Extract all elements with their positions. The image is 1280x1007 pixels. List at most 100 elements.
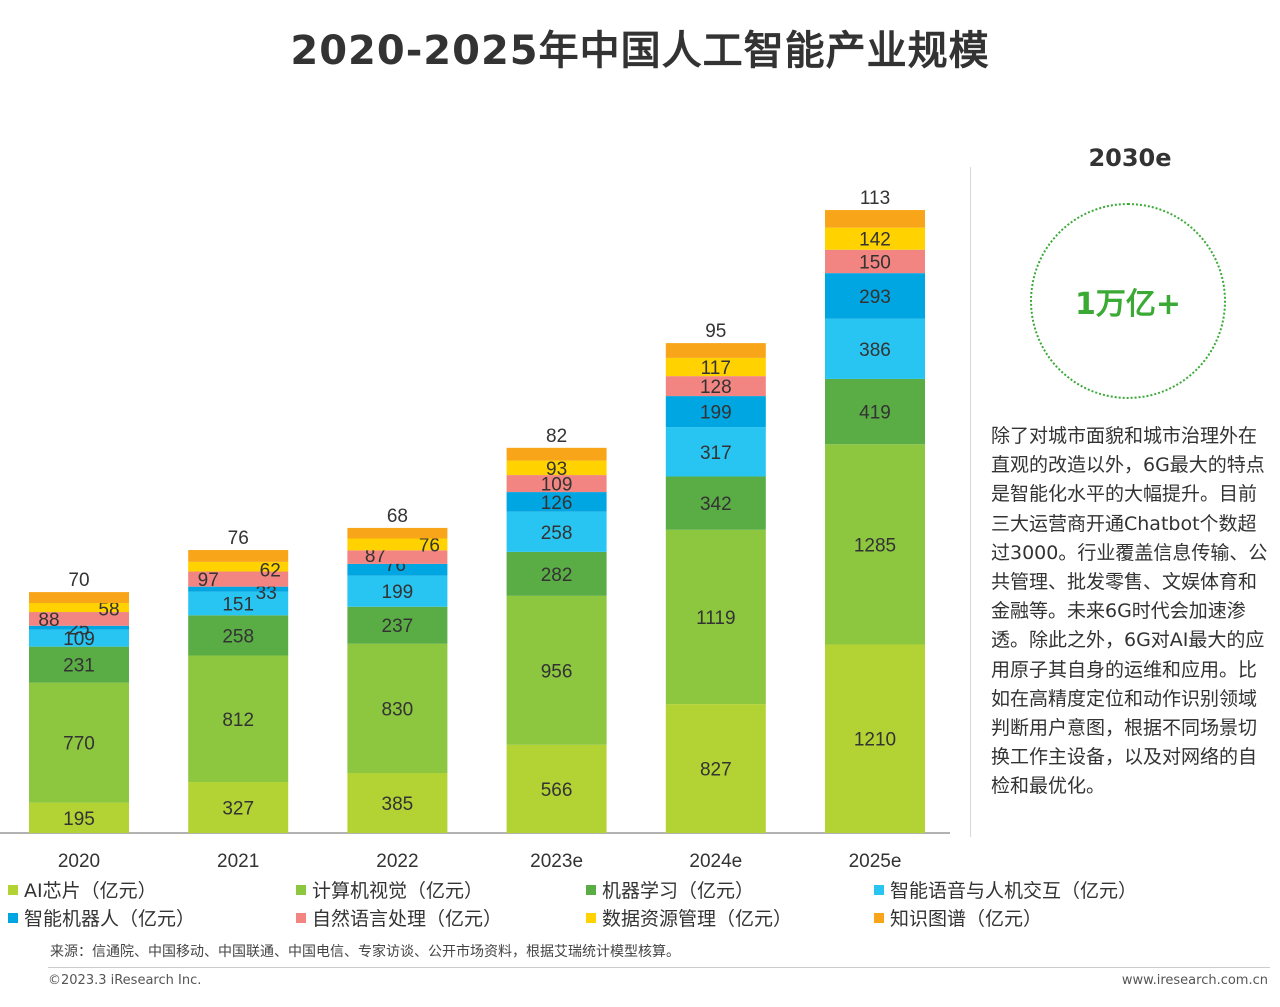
legend-item: 数据资源管理（亿元） [586, 904, 792, 931]
data-label: 68 [387, 506, 408, 527]
legend-swatch [296, 884, 306, 895]
bar-segment [825, 444, 925, 645]
legend-item: 计算机视觉（亿元） [296, 876, 483, 903]
bar-segment [188, 561, 289, 572]
bar-segment [29, 802, 129, 833]
footer-divider [48, 967, 1270, 968]
data-label: 317 [700, 443, 732, 464]
data-label: 327 [222, 799, 254, 820]
data-label: 770 [63, 734, 95, 755]
bar-segment [825, 227, 925, 250]
data-label: 231 [63, 656, 95, 677]
data-label: 385 [382, 794, 414, 815]
data-label: 1210 [854, 730, 896, 751]
bar-segment [347, 606, 448, 644]
data-label: 258 [222, 626, 254, 647]
x-tick-label: 2021 [217, 851, 259, 872]
data-label: 33 [256, 583, 277, 604]
bar-segment [347, 538, 448, 551]
legend-swatch [296, 912, 306, 923]
bar-segment [29, 629, 129, 647]
data-label: 827 [700, 760, 732, 781]
legend-label: 智能机器人（亿元） [24, 908, 196, 930]
bar-segment [825, 644, 925, 833]
bar-segment [506, 595, 607, 745]
legend-label: AI芯片（亿元） [24, 880, 157, 902]
bar-segment [347, 575, 448, 607]
side-divider [970, 167, 971, 837]
legend-swatch [8, 884, 18, 895]
x-tick-label: 2023e [530, 851, 583, 872]
legend-swatch [586, 912, 596, 923]
legend-label: 计算机视觉（亿元） [312, 880, 484, 902]
legend-item: 智能语音与人机交互（亿元） [874, 876, 1137, 903]
forecast-circle: 1万亿+ [1030, 203, 1226, 399]
data-label: 258 [541, 523, 573, 544]
bar-segment [347, 527, 448, 539]
x-tick-label: 2022 [376, 851, 418, 872]
legend-label: 自然语言处理（亿元） [312, 908, 503, 930]
bar-segment [506, 475, 607, 493]
bar-segment [29, 646, 129, 683]
bar-segment [506, 551, 607, 596]
data-label: 566 [541, 780, 573, 801]
data-label: 142 [859, 230, 891, 251]
legend-item: AI芯片（亿元） [8, 876, 157, 903]
legend-item: 机器学习（亿元） [586, 876, 754, 903]
data-label: 88 [38, 610, 59, 631]
bar-segment [665, 529, 766, 705]
bar-segment [825, 249, 925, 274]
side-year: 2030e [1088, 144, 1172, 172]
data-label: 199 [700, 403, 732, 424]
bar-segment [665, 376, 766, 397]
copyright: ©2023.3 iResearch Inc. [48, 973, 202, 988]
bar-segment [506, 492, 607, 512]
data-label: 419 [859, 403, 891, 424]
data-label: 830 [382, 699, 414, 720]
data-label: 150 [859, 252, 891, 273]
bar-segment [825, 273, 925, 319]
data-label: 76 [228, 528, 249, 549]
bar-segment [347, 643, 448, 774]
legend-label: 知识图谱（亿元） [890, 908, 1043, 930]
data-label: 109 [63, 629, 95, 650]
data-label: 82 [546, 426, 567, 447]
data-label: 1119 [696, 608, 735, 629]
legend-swatch [8, 912, 18, 923]
data-label: 76 [419, 535, 440, 556]
legend-swatch [874, 884, 884, 895]
bar-segment [188, 782, 289, 833]
bar-segment [188, 655, 289, 783]
x-tick-label: 2025e [849, 851, 902, 872]
chart-title: 2020-2025年中国人工智能产业规模 [290, 28, 990, 74]
data-label: 812 [222, 710, 254, 731]
bar-segment [29, 592, 129, 604]
bar-segment [29, 612, 129, 626]
data-label: 151 [222, 595, 254, 616]
side-paragraph: 除了对城市面貌和城市治理外在直观的改造以外，6G最大的特点是智能化水平的大幅提升… [991, 425, 1268, 798]
x-tick-label: 2024e [689, 851, 742, 872]
data-label: 195 [63, 809, 95, 830]
data-label: 109 [541, 475, 573, 496]
bar-segment [506, 447, 607, 461]
data-label: 58 [98, 600, 119, 621]
data-label: 342 [700, 494, 732, 515]
bar-segment [506, 744, 607, 833]
data-label: 62 [260, 561, 281, 582]
bar-segment [665, 427, 766, 477]
data-label: 117 [701, 358, 731, 379]
bar-segment [29, 603, 129, 613]
bar-segment [665, 704, 766, 833]
bar-segment [665, 343, 766, 358]
bar-segment [506, 511, 607, 552]
data-label: 113 [860, 188, 890, 209]
x-tick-label: 2020 [58, 851, 100, 872]
legend-label: 机器学习（亿元） [602, 880, 755, 902]
bar-segment [665, 357, 766, 377]
bar-segment [665, 396, 766, 428]
bar-segment [665, 476, 766, 530]
data-label: 70 [68, 570, 89, 591]
bar-segment [825, 318, 925, 379]
data-label: 93 [546, 459, 567, 480]
